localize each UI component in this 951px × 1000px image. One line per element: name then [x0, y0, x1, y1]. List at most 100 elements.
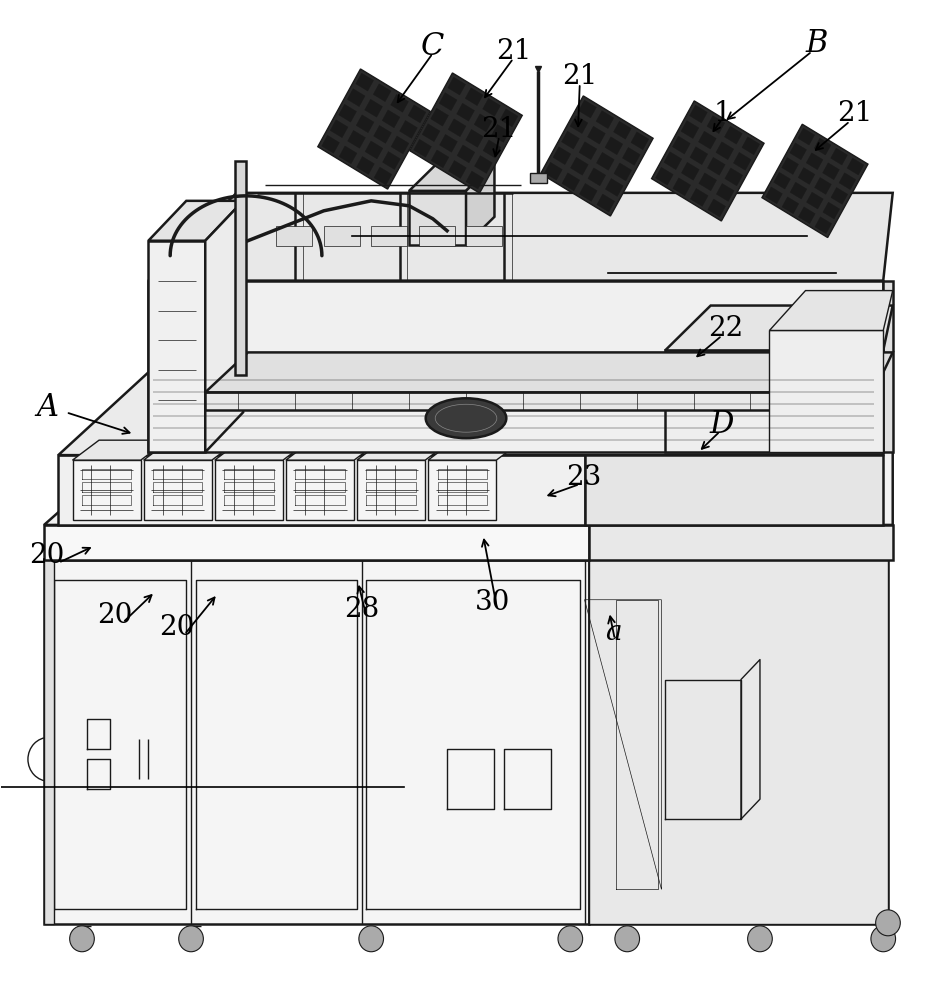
Polygon shape: [286, 460, 354, 520]
Polygon shape: [806, 153, 823, 170]
Bar: [328, 285, 371, 301]
Polygon shape: [323, 226, 359, 246]
Bar: [747, 407, 775, 422]
Polygon shape: [831, 148, 847, 165]
Bar: [710, 407, 739, 422]
Polygon shape: [357, 440, 452, 460]
Polygon shape: [588, 168, 606, 186]
Polygon shape: [277, 226, 313, 246]
Text: 21: 21: [481, 116, 517, 143]
Bar: [580, 328, 603, 342]
Bar: [328, 324, 371, 340]
Bar: [328, 344, 371, 360]
Text: 30: 30: [475, 589, 511, 616]
Bar: [637, 293, 659, 307]
Polygon shape: [144, 440, 239, 460]
Bar: [277, 305, 319, 320]
Polygon shape: [357, 115, 374, 133]
Bar: [609, 293, 631, 307]
Polygon shape: [774, 172, 790, 189]
Polygon shape: [215, 440, 310, 460]
Polygon shape: [466, 226, 502, 246]
Circle shape: [615, 926, 639, 952]
Polygon shape: [839, 173, 856, 190]
Bar: [485, 344, 528, 360]
Polygon shape: [823, 202, 840, 219]
Polygon shape: [348, 130, 365, 148]
Circle shape: [69, 926, 94, 952]
Text: A: A: [36, 392, 58, 423]
Polygon shape: [235, 161, 246, 375]
Polygon shape: [571, 116, 588, 133]
Bar: [380, 305, 423, 320]
Polygon shape: [382, 152, 400, 169]
Polygon shape: [782, 158, 799, 174]
Polygon shape: [422, 124, 440, 142]
Polygon shape: [651, 101, 764, 221]
Polygon shape: [790, 182, 806, 199]
Bar: [433, 285, 476, 301]
Polygon shape: [782, 197, 799, 214]
Polygon shape: [357, 157, 375, 174]
Polygon shape: [286, 440, 380, 460]
Polygon shape: [357, 460, 425, 520]
Text: 23: 23: [566, 464, 601, 491]
Bar: [747, 427, 775, 442]
Polygon shape: [318, 69, 430, 189]
Polygon shape: [382, 110, 399, 128]
Text: 21: 21: [562, 63, 597, 90]
Bar: [433, 305, 476, 320]
Polygon shape: [374, 125, 392, 143]
Circle shape: [871, 926, 896, 952]
Text: C: C: [421, 31, 444, 62]
Bar: [674, 387, 703, 402]
Bar: [674, 427, 703, 442]
Polygon shape: [806, 192, 824, 209]
Polygon shape: [790, 143, 806, 160]
Bar: [710, 427, 739, 442]
Bar: [580, 311, 603, 324]
Bar: [747, 367, 775, 382]
Polygon shape: [374, 84, 391, 102]
Polygon shape: [72, 440, 167, 460]
Bar: [380, 324, 423, 340]
Polygon shape: [205, 392, 874, 410]
Polygon shape: [475, 114, 492, 132]
Polygon shape: [418, 226, 455, 246]
Polygon shape: [708, 157, 725, 175]
Text: D: D: [709, 409, 734, 440]
Polygon shape: [799, 207, 815, 224]
Bar: [609, 346, 631, 360]
Polygon shape: [815, 217, 831, 234]
Polygon shape: [597, 194, 614, 212]
Polygon shape: [44, 560, 590, 924]
Polygon shape: [465, 88, 483, 106]
Polygon shape: [571, 157, 588, 175]
Polygon shape: [769, 330, 883, 452]
Bar: [380, 344, 423, 360]
Polygon shape: [414, 139, 432, 157]
Ellipse shape: [426, 398, 506, 438]
Text: 20: 20: [98, 602, 133, 629]
Polygon shape: [847, 158, 864, 175]
Polygon shape: [456, 103, 475, 121]
Polygon shape: [672, 136, 690, 154]
Bar: [380, 285, 423, 301]
Circle shape: [747, 926, 772, 952]
Polygon shape: [44, 560, 53, 924]
Polygon shape: [409, 191, 466, 245]
Polygon shape: [690, 147, 708, 165]
Polygon shape: [72, 460, 141, 520]
Polygon shape: [578, 100, 596, 118]
Polygon shape: [562, 131, 579, 149]
Polygon shape: [623, 147, 640, 165]
Polygon shape: [690, 188, 708, 206]
Polygon shape: [374, 167, 392, 185]
Bar: [552, 328, 574, 342]
Polygon shape: [585, 455, 883, 525]
Polygon shape: [707, 116, 725, 133]
Bar: [328, 305, 371, 320]
Text: 1: 1: [713, 100, 731, 127]
Polygon shape: [606, 179, 623, 196]
Bar: [485, 305, 528, 320]
